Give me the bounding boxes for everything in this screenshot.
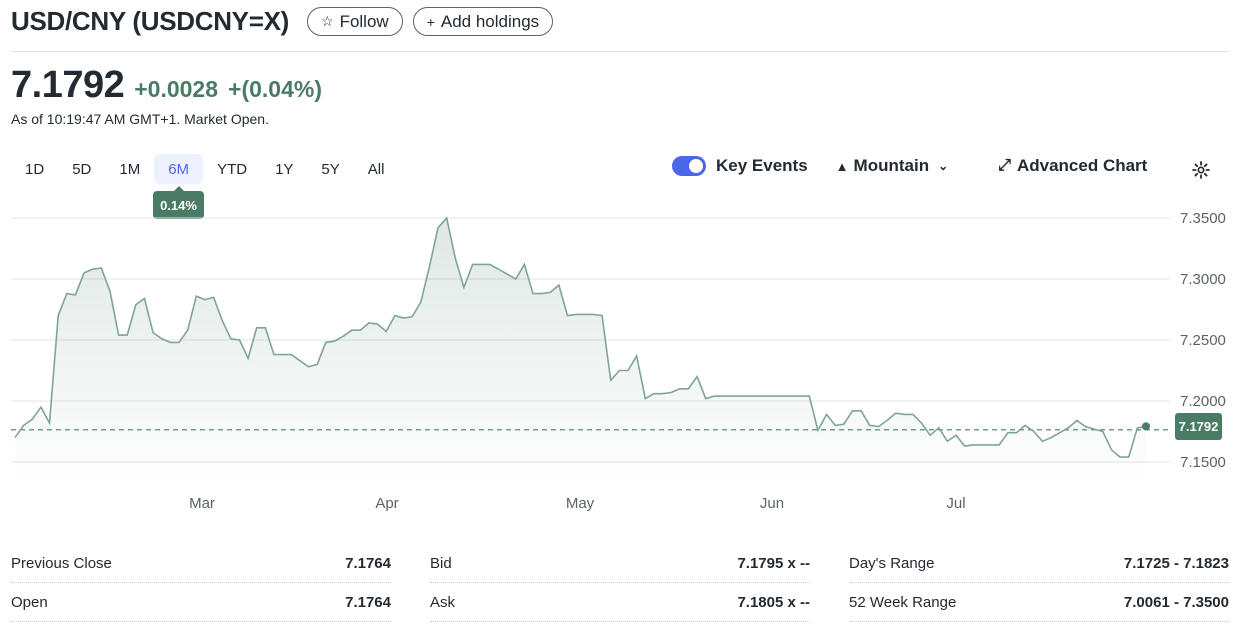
quote-header: USD/CNY (USDCNY=X) ☆ Follow + Add holdin… (11, 6, 554, 37)
last-price-dot (1142, 422, 1150, 431)
price-chart[interactable]: 7.3500 7.3000 7.2500 7.2000 7.1500 Mar Apr May… (0, 200, 1256, 520)
stat-value: 7.1725 - 7.1823 (1123, 554, 1229, 572)
y-axis-labels: 7.3500 7.3000 7.2500 7.2000 7.1500 (1180, 210, 1226, 471)
y-tick-label: 7.2500 (1180, 332, 1226, 349)
range-tab-1m[interactable]: 1M (119, 160, 141, 178)
y-tick-label: 7.3000 (1180, 271, 1226, 288)
stat-days-range: Day's Range 7.1725 - 7.1823 (849, 544, 1229, 583)
stat-52-week-range: 52 Week Range 7.0061 - 7.3500 (849, 583, 1229, 622)
chart-type-dropdown[interactable]: ▲ Mountain ⌄ (836, 156, 948, 176)
key-events-label: Key Events (716, 156, 808, 175)
y-tick-label: 7.2000 (1180, 393, 1226, 410)
stats-column-1: Previous Close 7.1764 Open 7.1764 (11, 544, 391, 622)
stat-label: 52 Week Range (849, 593, 957, 611)
price-change: +0.0028 (134, 76, 219, 102)
stat-value: 7.0061 - 7.3500 (1123, 593, 1229, 611)
key-events-toggle[interactable] (672, 156, 706, 176)
follow-button[interactable]: ☆ Follow (307, 7, 403, 36)
stat-value: 7.1764 (345, 554, 391, 572)
stats-column-2: Bid 7.1795 x -- Ask 7.1805 x -- (430, 544, 810, 622)
mountain-icon: ▲ (835, 158, 849, 174)
range-tab-6m[interactable]: 6M (154, 154, 204, 184)
x-tick-label: Jun (760, 495, 784, 512)
chart-type-label: Mountain (853, 156, 930, 175)
range-tab-ytd[interactable]: YTD (217, 160, 248, 178)
stat-bid: Bid 7.1795 x -- (430, 544, 810, 583)
price-row: 7.1792 +0.0028 +(0.04%) (11, 64, 322, 107)
price-change-percent: +(0.04%) (228, 76, 322, 102)
stat-value: 7.1795 x -- (737, 554, 810, 572)
range-tabs: 1D 5D 1M 6M YTD 1Y 5Y All (11, 154, 398, 184)
stat-previous-close: Previous Close 7.1764 (11, 544, 391, 583)
add-holdings-label: Add holdings (440, 11, 540, 31)
chart-controls: Key Events ▲ Mountain ⌄ ⤢ Advanced Chart (672, 156, 1147, 176)
y-tick-label: 7.1500 (1180, 454, 1226, 471)
stat-label: Previous Close (11, 554, 112, 572)
range-tab-1y[interactable]: 1Y (275, 160, 294, 178)
x-tick-label: Mar (189, 495, 215, 512)
last-price-label: 7.1792 (1175, 413, 1222, 440)
stat-label: Ask (430, 593, 456, 611)
range-tab-1d[interactable]: 1D (25, 160, 45, 178)
range-tab-5y[interactable]: 5Y (321, 160, 340, 178)
stat-label: Bid (430, 554, 452, 572)
as-of-timestamp: As of 10:19:47 AM GMT+1. Market Open. (11, 111, 269, 127)
stat-value: 7.1764 (345, 593, 391, 611)
toggle-knob (689, 159, 703, 173)
x-tick-label: Apr (375, 495, 398, 512)
range-change-badge: 0.14% (153, 186, 204, 219)
y-tick-label: 7.3500 (1180, 210, 1226, 227)
plus-icon: + (426, 13, 435, 30)
stat-value: 7.1805 x -- (737, 593, 810, 611)
expand-icon: ⤢ (998, 157, 1011, 174)
price-line (14, 216, 1147, 458)
stat-label: Open (11, 593, 48, 611)
header-divider (11, 51, 1229, 52)
stat-ask: Ask 7.1805 x -- (430, 583, 810, 622)
follow-label: Follow (339, 11, 389, 31)
stat-open: Open 7.1764 (11, 583, 391, 622)
price-area (15, 218, 1146, 485)
range-tab-5d[interactable]: 5D (72, 160, 92, 178)
star-icon: ☆ (321, 13, 334, 29)
add-holdings-button[interactable]: + Add holdings (412, 7, 554, 36)
x-tick-label: Jul (946, 495, 965, 512)
x-axis-labels: Mar Apr May Jun Jul (189, 495, 966, 512)
current-price: 7.1792 (11, 64, 125, 106)
range-tab-all[interactable]: All (367, 160, 385, 178)
advanced-chart-button[interactable]: ⤢ Advanced Chart (998, 156, 1147, 176)
advanced-chart-label: Advanced Chart (1016, 156, 1148, 175)
stat-label: Day's Range (849, 554, 935, 572)
stats-column-3: Day's Range 7.1725 - 7.1823 52 Week Rang… (849, 544, 1229, 622)
page-title: USD/CNY (USDCNY=X) (11, 6, 289, 36)
x-tick-label: May (566, 495, 595, 512)
chevron-down-icon: ⌄ (938, 159, 949, 173)
settings-gear-icon[interactable] (1191, 160, 1211, 180)
